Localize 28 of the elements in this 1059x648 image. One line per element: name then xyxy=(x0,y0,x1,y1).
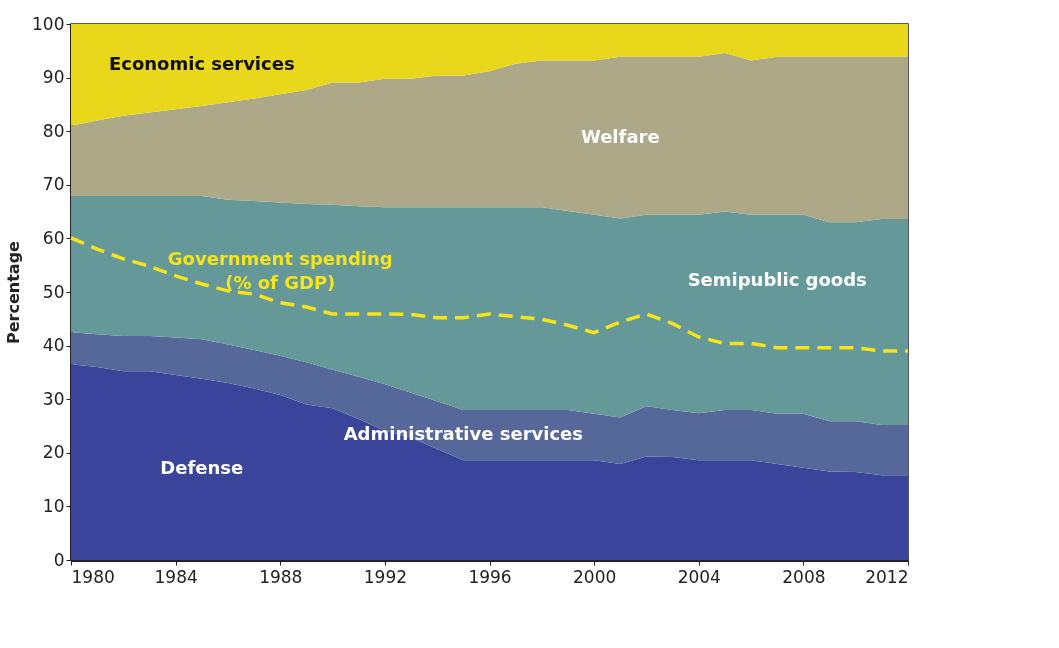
x-tick-label: 1992 xyxy=(363,566,408,587)
y-axis-title: Percentage xyxy=(4,240,24,344)
series-label: Defense xyxy=(160,457,244,479)
y-tick-label: 30 xyxy=(42,388,65,409)
series-label: Welfare xyxy=(580,125,660,147)
series-label: Economic services xyxy=(108,53,295,74)
y-tick-label: 100 xyxy=(32,13,65,34)
x-tick-label: 1996 xyxy=(468,566,512,587)
y-tick-label: 50 xyxy=(42,281,65,302)
series-label: Semipublic goods xyxy=(687,269,867,291)
y-tick-label: 90 xyxy=(42,67,65,88)
x-tick-label: 1988 xyxy=(259,566,303,587)
y-tick-label: 40 xyxy=(42,335,65,356)
y-tick-label: 20 xyxy=(42,442,65,463)
line-series xyxy=(69,236,910,353)
x-tick-label: 1980 xyxy=(71,566,115,587)
y-tick-label: 80 xyxy=(42,120,65,141)
y-tick-label: 0 xyxy=(53,549,65,570)
x-tick-label: 1984 xyxy=(154,566,198,587)
x-tick-label: 2012 xyxy=(865,566,909,587)
y-tick-label: 10 xyxy=(42,495,65,516)
x-tick-label: 2008 xyxy=(782,566,826,587)
x-tick-label: 2004 xyxy=(677,566,721,587)
x-tick-label: 2000 xyxy=(572,566,617,587)
series-label: Administrative services xyxy=(343,423,584,445)
series-label: Government spending (% of GDP) xyxy=(167,247,393,293)
y-tick-label: 60 xyxy=(42,227,65,248)
y-tick-label: 70 xyxy=(42,174,65,195)
